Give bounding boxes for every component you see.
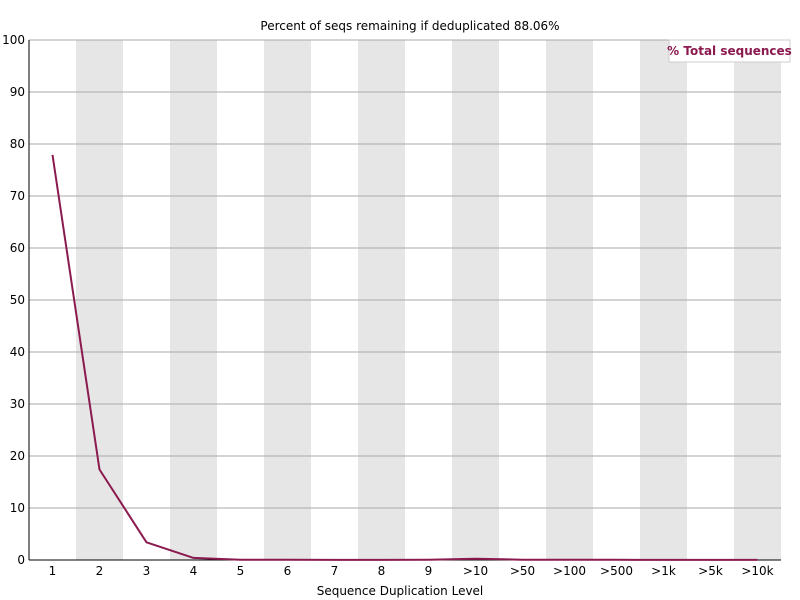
y-tick-label: 70 xyxy=(10,189,25,203)
x-tick-label: >5k xyxy=(698,564,723,578)
x-tick-label: 1 xyxy=(49,564,57,578)
y-tick-label: 50 xyxy=(10,293,25,307)
legend-item-label: % Total sequences xyxy=(667,44,792,58)
x-tick-label: >10k xyxy=(741,564,773,578)
y-tick-label: 10 xyxy=(10,501,25,515)
x-tick-label: 8 xyxy=(378,564,386,578)
x-tick-label: >50 xyxy=(510,564,535,578)
x-tick-label: >10 xyxy=(463,564,488,578)
x-tick-label: >1k xyxy=(651,564,676,578)
y-tick-label: 0 xyxy=(17,553,25,567)
chart-title: Percent of seqs remaining if deduplicate… xyxy=(260,19,559,33)
x-tick-label: 4 xyxy=(190,564,198,578)
x-tick-label: >100 xyxy=(553,564,586,578)
x-tick-label: 6 xyxy=(284,564,292,578)
series-line-0 xyxy=(51,154,758,561)
x-tick-label: 5 xyxy=(237,564,245,578)
y-tick-label: 20 xyxy=(10,449,25,463)
y-tick-label: 30 xyxy=(10,397,25,411)
x-tick-labels: 1 2 3 4 5 6 7 8 9 >10 >50 >100 >500 >1k >5k >10k xyxy=(49,564,774,578)
x-tick-label: 3 xyxy=(143,564,151,578)
y-tick-label: 90 xyxy=(10,85,25,99)
series-layer xyxy=(51,154,758,561)
legend-box xyxy=(668,39,791,63)
legend: % Total sequences xyxy=(667,39,792,63)
x-tick-label: 2 xyxy=(96,564,104,578)
y-tick-label: 80 xyxy=(10,137,25,151)
x-tick-label: >500 xyxy=(600,564,633,578)
y-tick-label: 100 xyxy=(2,33,25,47)
y-tick-label: 40 xyxy=(10,345,25,359)
y-tick-labels: 0 10 20 30 40 50 60 70 80 90 100 xyxy=(2,33,25,567)
x-tick-label: 7 xyxy=(331,564,339,578)
x-axis-label: Sequence Duplication Level xyxy=(317,584,484,598)
y-tick-label: 60 xyxy=(10,241,25,255)
x-tick-label: 9 xyxy=(425,564,433,578)
